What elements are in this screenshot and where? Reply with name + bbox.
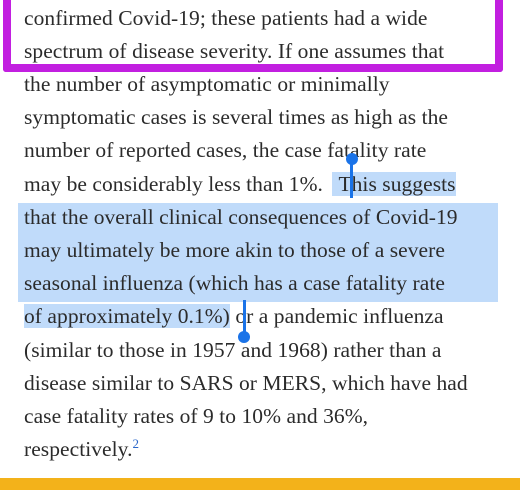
selected-text-end[interactable]: of approximately 0.1%) bbox=[24, 304, 230, 328]
text-line-3: the number of asymptomatic or minimally bbox=[24, 72, 390, 96]
selection-highlight-line-10 bbox=[18, 269, 498, 302]
selected-text-line-7[interactable]: that the overall clinical consequences o… bbox=[24, 205, 458, 229]
text-line-14: respectively.2 bbox=[24, 433, 139, 465]
selection-highlight-line-9 bbox=[18, 236, 498, 269]
text-line-4: symptomatic cases is several times as hi… bbox=[24, 105, 448, 129]
text-line-14-text: respectively. bbox=[24, 437, 133, 461]
text-line-6[interactable]: may be considerably less than 1%. This s… bbox=[24, 168, 456, 200]
selected-text-line-8[interactable]: may ultimately be more akin to those of … bbox=[24, 238, 445, 262]
footnote-reference-link[interactable]: 2 bbox=[132, 436, 140, 451]
text-line-12: disease similar to SARS or MERS, which h… bbox=[24, 371, 468, 395]
selection-highlight-line-8 bbox=[18, 203, 498, 236]
annotation-highlight-box bbox=[3, 0, 503, 72]
selected-text-line-9[interactable]: seasonal influenza (which has a case fat… bbox=[24, 271, 445, 295]
text-line-11: (similar to those in 1957 and 1968) rath… bbox=[24, 338, 442, 362]
text-line-1: confirmed Covid-19; these patients had a… bbox=[24, 6, 428, 30]
text-line-13: case fatality rates of 9 to 10% and 36%, bbox=[24, 404, 369, 428]
text-selection-start-handle-icon[interactable] bbox=[346, 153, 358, 165]
text-line-5: number of reported cases, the case fatal… bbox=[24, 138, 427, 162]
text-line-2: spectrum of disease severity. If one ass… bbox=[24, 39, 445, 63]
text-line-6-unselected: may be considerably less than 1%. bbox=[24, 172, 323, 196]
text-line-10-unselected: or a pandemic influenza bbox=[229, 304, 444, 328]
selection-start-caret bbox=[350, 160, 353, 198]
text-line-10[interactable]: of approximately 0.1%) or a pandemic inf… bbox=[24, 300, 444, 332]
bottom-banner-bar bbox=[0, 478, 520, 490]
selection-end-caret bbox=[243, 300, 246, 336]
text-selection-end-handle-icon[interactable] bbox=[238, 331, 250, 343]
